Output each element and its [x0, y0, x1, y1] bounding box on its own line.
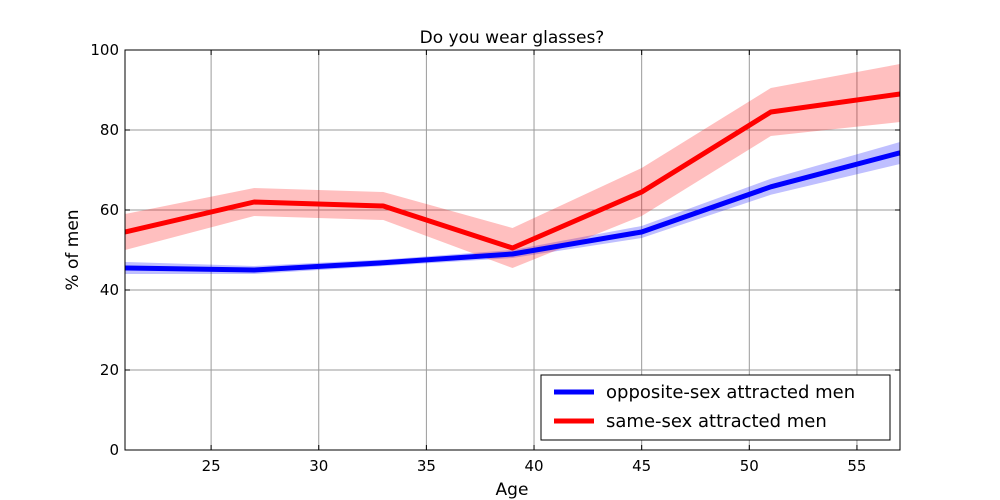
x-tick-label: 35 [417, 457, 436, 475]
plot-frame [124, 49, 901, 451]
legend-label-same-sex: same-sex attracted men [606, 411, 827, 432]
y-tick-label: 0 [109, 441, 119, 459]
legend-label-opposite-sex: opposite-sex attracted men [606, 382, 855, 403]
y-tick-label: 60 [100, 201, 119, 219]
x-tick-label: 55 [847, 457, 866, 475]
x-tick-label: 45 [632, 457, 651, 475]
legend-box [540, 374, 891, 441]
x-tick-label: 30 [309, 457, 328, 475]
y-tick-label: 20 [100, 361, 119, 379]
x-tick-label: 25 [202, 457, 221, 475]
axis-ticks: 25 30 35 40 45 50 55 0 20 40 60 80 100 [90, 41, 900, 475]
confidence-band [125, 64, 900, 268]
y-tick-label: 80 [100, 121, 119, 139]
x-tick-label: 40 [524, 457, 543, 475]
confidence-bands [125, 64, 900, 274]
grid [125, 50, 900, 450]
y-tick-label: 100 [90, 41, 119, 59]
y-axis-label: % of men [63, 209, 83, 290]
x-axis-label: Age [496, 480, 529, 500]
x-tick-label: 50 [740, 457, 759, 475]
y-tick-label: 40 [100, 281, 119, 299]
legend: opposite-sex attracted men same-sex attr… [540, 374, 891, 441]
chart-title: Do you wear glasses? [420, 28, 605, 48]
